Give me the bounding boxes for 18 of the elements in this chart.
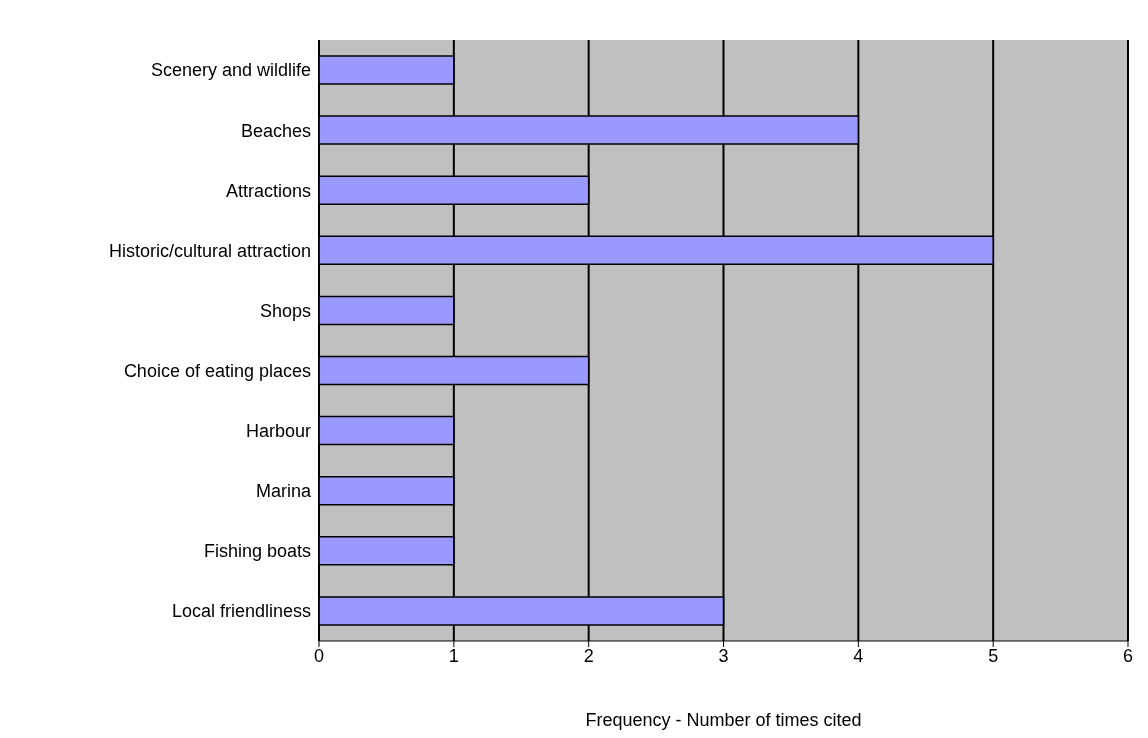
x-tick-label: 5: [988, 645, 999, 666]
x-tick-label: 0: [313, 645, 325, 666]
x-tick-label: 1: [448, 645, 459, 666]
y-tick-label: Beaches: [240, 120, 311, 141]
y-tick-label: Local friendliness: [171, 601, 311, 622]
y-tick-label: Historic/cultural attraction: [108, 240, 311, 261]
x-tick-label: 4: [853, 645, 864, 666]
x-tick-label: 2: [583, 645, 594, 666]
y-tick-label: Scenery and wildlife: [150, 60, 311, 81]
y-tick-label: Attractions: [225, 180, 311, 201]
y-tick-label: Fishing boats: [203, 541, 311, 562]
x-tick-label: 3: [718, 645, 729, 666]
x-axis-title: Frequency - Number of times cited: [585, 710, 862, 730]
y-tick-label: Choice of eating places: [123, 360, 311, 381]
x-tick-label: 6: [1122, 645, 1134, 666]
y-tick-label: Harbour: [245, 421, 311, 442]
y-tick-label: Marina: [255, 481, 312, 502]
y-tick-label: Shops: [259, 300, 311, 321]
